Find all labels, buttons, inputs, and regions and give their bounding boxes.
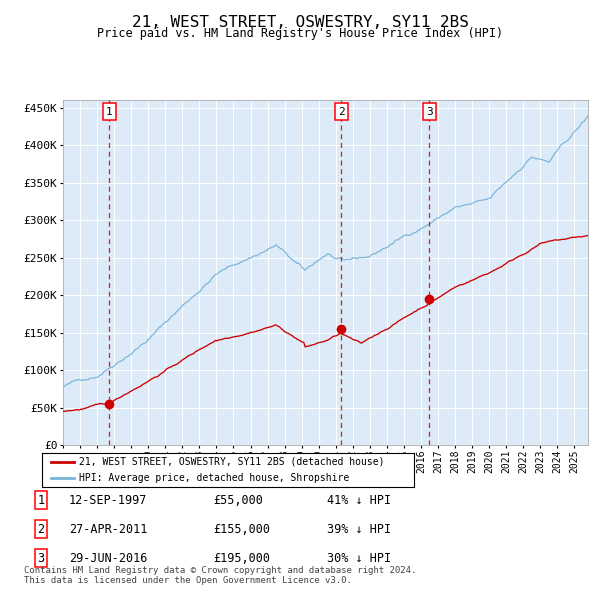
- Text: 41% ↓ HPI: 41% ↓ HPI: [327, 494, 391, 507]
- Text: 29-JUN-2016: 29-JUN-2016: [69, 552, 148, 565]
- Text: 21, WEST STREET, OSWESTRY, SY11 2BS (detached house): 21, WEST STREET, OSWESTRY, SY11 2BS (det…: [79, 457, 385, 467]
- Text: 2: 2: [338, 107, 344, 117]
- Text: 2: 2: [37, 523, 44, 536]
- Text: 30% ↓ HPI: 30% ↓ HPI: [327, 552, 391, 565]
- Text: £195,000: £195,000: [213, 552, 270, 565]
- Text: 12-SEP-1997: 12-SEP-1997: [69, 494, 148, 507]
- Text: Contains HM Land Registry data © Crown copyright and database right 2024.
This d: Contains HM Land Registry data © Crown c…: [24, 566, 416, 585]
- Text: 1: 1: [37, 494, 44, 507]
- Text: 27-APR-2011: 27-APR-2011: [69, 523, 148, 536]
- Text: 1: 1: [106, 107, 112, 117]
- Text: 39% ↓ HPI: 39% ↓ HPI: [327, 523, 391, 536]
- Text: HPI: Average price, detached house, Shropshire: HPI: Average price, detached house, Shro…: [79, 473, 349, 483]
- Text: £55,000: £55,000: [213, 494, 263, 507]
- Text: Price paid vs. HM Land Registry's House Price Index (HPI): Price paid vs. HM Land Registry's House …: [97, 27, 503, 40]
- Text: 3: 3: [37, 552, 44, 565]
- Text: 3: 3: [426, 107, 433, 117]
- Text: £155,000: £155,000: [213, 523, 270, 536]
- Text: 21, WEST STREET, OSWESTRY, SY11 2BS: 21, WEST STREET, OSWESTRY, SY11 2BS: [131, 15, 469, 30]
